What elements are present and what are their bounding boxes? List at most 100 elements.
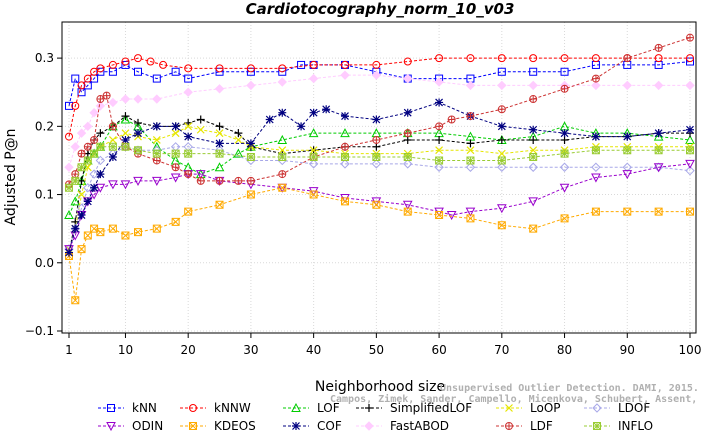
data-point-cof-15 bbox=[278, 108, 287, 117]
data-point-loop-22 bbox=[466, 146, 475, 155]
legend-label-ldof: LDOF bbox=[618, 401, 650, 415]
data-point-ldf-26 bbox=[529, 95, 538, 104]
data-point-fastabod-21 bbox=[528, 80, 538, 91]
legend-label-simplifiedlof: SimplifiedLOF bbox=[390, 401, 472, 415]
legend-item-odin: ODIN bbox=[98, 419, 163, 433]
data-point-ldf-5 bbox=[96, 95, 105, 104]
data-point-cof-4 bbox=[90, 183, 99, 192]
data-point-lof-1 bbox=[70, 196, 81, 206]
series-layer bbox=[64, 33, 695, 305]
legend-marker-loop bbox=[505, 404, 513, 412]
data-point-kdeos-17 bbox=[372, 200, 381, 209]
data-point-loop-13 bbox=[215, 129, 224, 138]
data-point-odin-21 bbox=[446, 211, 457, 221]
plot-frame bbox=[61, 21, 697, 334]
data-point-lof-17 bbox=[308, 128, 319, 138]
data-point-inflo-18 bbox=[403, 153, 412, 162]
data-point-fastabod-1 bbox=[70, 142, 80, 152]
data-point-inflo-5 bbox=[96, 142, 105, 151]
data-point-knnw-8 bbox=[134, 54, 142, 63]
data-point-simplifiedlof-19 bbox=[372, 142, 381, 151]
data-point-ldf-21 bbox=[403, 129, 412, 138]
data-point-knnw-16 bbox=[341, 60, 349, 69]
data-point-knn-8 bbox=[134, 67, 142, 76]
data-point-kdeos-3 bbox=[83, 231, 92, 240]
data-point-inflo-4 bbox=[90, 149, 99, 158]
data-point-kdeos-25 bbox=[623, 207, 632, 216]
series-line-odin bbox=[68, 163, 691, 250]
data-point-lof-16 bbox=[277, 134, 288, 144]
data-point-loop-7 bbox=[121, 129, 130, 138]
data-point-ldf-12 bbox=[184, 170, 193, 179]
legend-item-simplifiedlof: SimplifiedLOF bbox=[356, 401, 472, 415]
legend-item-fastabod: FastABOD bbox=[356, 419, 449, 433]
data-point-kdeos-23 bbox=[560, 214, 569, 223]
legend-item-cof: COF bbox=[283, 419, 342, 433]
x-tick-label-0: 1 bbox=[65, 343, 73, 357]
data-point-ldof-16 bbox=[340, 159, 350, 169]
data-point-odin-6 bbox=[108, 180, 118, 190]
data-point-lof-28 bbox=[653, 131, 664, 141]
legend-label-odin: ODIN bbox=[132, 419, 163, 433]
legend-item-ldof: LDOF bbox=[584, 401, 650, 415]
data-point-ldf-4 bbox=[90, 135, 99, 144]
x-axis: 1 10 20 30 40 50 60 70 80 90 100 bbox=[65, 333, 701, 357]
data-point-ldof-21 bbox=[497, 162, 507, 172]
data-point-loop-12 bbox=[196, 125, 205, 134]
data-point-simplifiedlof-24 bbox=[529, 135, 538, 144]
x-tick-label-8: 80 bbox=[557, 343, 572, 357]
data-point-loop-17 bbox=[309, 146, 318, 155]
data-point-ldf-27 bbox=[560, 84, 569, 93]
data-point-ldof-3 bbox=[83, 183, 93, 193]
legend-marker-kdeos bbox=[189, 422, 197, 430]
data-point-inflo-7 bbox=[121, 142, 130, 151]
data-point-inflo-25 bbox=[623, 146, 632, 155]
data-point-knnw-13 bbox=[246, 64, 255, 73]
data-point-knnw-27 bbox=[686, 54, 694, 63]
data-point-odin-9 bbox=[151, 176, 162, 186]
legend-item-knnw: kNNW bbox=[180, 401, 251, 415]
data-point-knnw-11 bbox=[184, 64, 193, 73]
data-point-odin-19 bbox=[402, 200, 413, 210]
data-point-odin-27 bbox=[622, 170, 633, 180]
data-point-kdeos-14 bbox=[278, 183, 287, 192]
data-point-cof-18 bbox=[322, 105, 331, 114]
data-point-kdeos-5 bbox=[96, 228, 105, 237]
data-point-kdeos-22 bbox=[529, 224, 538, 233]
legend-item-lof: LOF bbox=[283, 401, 340, 415]
watermark-line-2: Campos, Zimek, Sander, Campello, Micenko… bbox=[330, 393, 702, 405]
data-point-fastabod-11 bbox=[214, 84, 225, 94]
data-point-lof-0 bbox=[64, 209, 74, 220]
data-point-cof-19 bbox=[341, 112, 349, 121]
series-kdeos bbox=[65, 183, 694, 305]
x-tick-label-3: 30 bbox=[243, 343, 258, 357]
data-point-inflo-17 bbox=[372, 153, 381, 162]
data-point-kdeos-15 bbox=[309, 190, 318, 199]
data-point-fastabod-9 bbox=[152, 94, 162, 104]
data-point-cof-9 bbox=[152, 122, 161, 131]
data-point-knn-7 bbox=[121, 60, 130, 69]
data-point-ldf-20 bbox=[372, 135, 381, 144]
data-point-knnw-14 bbox=[278, 64, 287, 73]
data-point-fastabod-10 bbox=[183, 87, 193, 97]
x-tick-label-7: 70 bbox=[494, 343, 509, 357]
x-tick-label-4: 40 bbox=[306, 343, 321, 357]
data-point-cof-10 bbox=[171, 122, 180, 131]
data-point-knnw-2 bbox=[77, 81, 86, 90]
data-point-cof-26 bbox=[560, 129, 569, 138]
series-inflo bbox=[65, 142, 694, 192]
data-point-ldof-19 bbox=[434, 162, 444, 172]
data-point-odin-10 bbox=[170, 173, 181, 183]
data-point-knnw-20 bbox=[466, 54, 475, 63]
data-point-cof-25 bbox=[529, 125, 538, 134]
data-point-loop-9 bbox=[152, 136, 161, 144]
data-point-fastabod-3 bbox=[83, 121, 93, 132]
data-point-ldof-23 bbox=[559, 162, 570, 172]
data-point-ldf-15 bbox=[234, 176, 243, 185]
data-point-ldf-25 bbox=[497, 105, 506, 114]
data-point-simplifiedlof-12 bbox=[196, 115, 205, 124]
legend-marker-inflo bbox=[593, 422, 601, 430]
data-point-knnw-15 bbox=[309, 60, 318, 69]
legend-label-knnw: kNNW bbox=[214, 401, 251, 415]
